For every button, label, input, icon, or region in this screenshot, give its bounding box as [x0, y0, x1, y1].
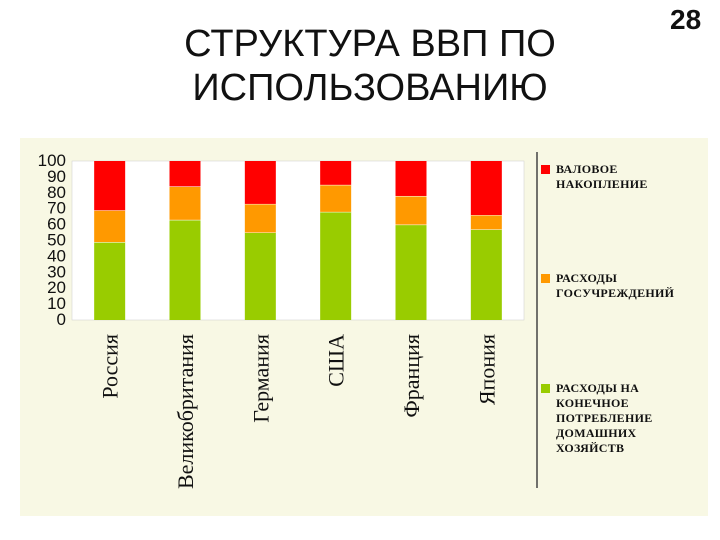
- bar-segment: [470, 229, 502, 320]
- legend-entry: РАСХОДЫ ГОСУЧРЕЖДЕНИЙ: [556, 271, 675, 300]
- y-tick-label: 70: [47, 199, 66, 218]
- plot-area: [71, 160, 525, 321]
- legend-entry: ВАЛОВОЕ НАКОПЛЕНИЕ: [556, 162, 648, 191]
- title-line-1: СТРУКТУРА ВВП ПО: [184, 23, 556, 65]
- legend-entry: РАСХОДЫ НА КОНЕЧНОЕ ПОТРЕБЛЕНИЕ ДОМАШНИХ…: [556, 381, 653, 455]
- bar-segment: [395, 195, 427, 225]
- x-tick-label: Япония: [474, 334, 499, 405]
- bar-segment: [244, 232, 276, 320]
- bar-segment: [94, 161, 126, 211]
- title-line-2: ИСПОЛЬЗОВАНИЮ: [192, 67, 548, 109]
- bar-segment: [320, 161, 352, 185]
- y-tick-label: 100: [38, 151, 66, 170]
- y-tick-label: 60: [47, 215, 66, 234]
- legend-swatch: [541, 274, 550, 283]
- y-tick-label: 20: [47, 278, 66, 297]
- x-tick-label: США: [324, 334, 349, 387]
- bar-segment: [169, 161, 201, 187]
- bar-segment: [320, 211, 352, 320]
- y-tick-label: 30: [47, 262, 66, 281]
- page-title: СТРУКТУРА ВВП ПО ИСПОЛЬЗОВАНИЮ: [140, 22, 600, 110]
- x-tick-label: Россия: [98, 334, 123, 399]
- bar-segment: [244, 161, 276, 204]
- y-tick-label: 10: [47, 294, 66, 313]
- x-tick-label: Германия: [248, 334, 273, 423]
- bar-segment: [470, 161, 502, 216]
- bar-segment: [470, 215, 502, 230]
- page-number: 28: [670, 4, 702, 35]
- y-tick-label: 80: [47, 183, 66, 202]
- y-tick-label: 90: [47, 167, 66, 186]
- legend-swatch: [541, 384, 550, 393]
- bar-segment: [320, 184, 352, 212]
- y-tick-label: 0: [57, 310, 66, 329]
- x-tick-label: Франция: [399, 334, 424, 418]
- y-tick-label: 40: [47, 246, 66, 265]
- bar-segment: [395, 161, 427, 196]
- bar-segment: [94, 242, 126, 320]
- bar-segment: [94, 210, 126, 243]
- bar-segment: [244, 203, 276, 233]
- bar-segment: [169, 186, 201, 220]
- x-tick-label: Великобритания: [173, 334, 198, 489]
- bar-segment: [395, 224, 427, 320]
- bar-segment: [169, 219, 201, 320]
- legend-swatch: [541, 165, 550, 174]
- y-tick-label: 50: [47, 231, 66, 250]
